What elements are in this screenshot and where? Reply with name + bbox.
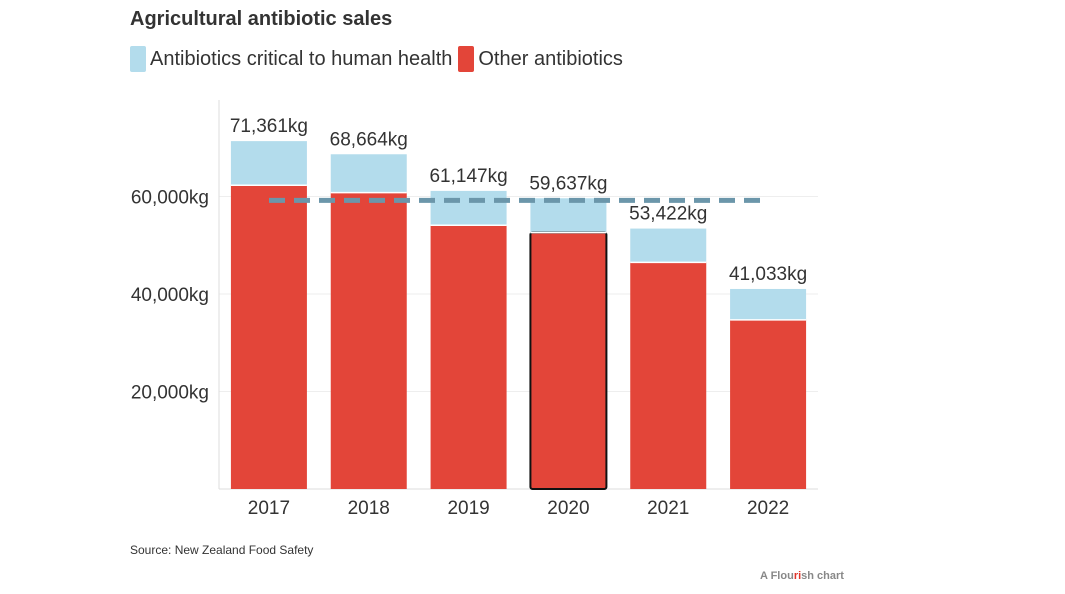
x-tick-label-2021: 2021 <box>647 498 689 519</box>
bar-other-2020 <box>529 231 608 490</box>
total-label-2022: 41,033kg <box>729 264 807 285</box>
y-tick-label: 40,000kg <box>131 285 209 306</box>
flourish-credit[interactable]: A Flourish chart <box>760 570 844 582</box>
bar-other-2021 <box>630 262 707 489</box>
x-tick-label-2018: 2018 <box>348 498 390 519</box>
legend-item-other[interactable]: Other antibiotics <box>458 46 623 72</box>
bar-critical-2017 <box>230 141 307 186</box>
total-label-2021: 53,422kg <box>629 204 707 225</box>
x-tick-label-2019: 2019 <box>447 498 489 519</box>
source-note: Source: New Zealand Food Safety <box>130 543 314 557</box>
brand-text-mark: ri <box>793 570 802 582</box>
bar-other-2018 <box>330 192 407 489</box>
bar-critical-2021 <box>630 228 707 263</box>
legend-label-other: Other antibiotics <box>478 47 623 70</box>
chart-title: Agricultural antibiotic sales <box>130 8 393 30</box>
legend-item-critical[interactable]: Antibiotics critical to human health <box>130 46 452 72</box>
total-label-2017: 71,361kg <box>230 116 308 137</box>
brand-text-end: sh chart <box>801 570 844 582</box>
legend: Antibiotics critical to human health Oth… <box>130 46 629 72</box>
total-label-2018: 68,664kg <box>330 129 408 150</box>
x-tick-label-2017: 2017 <box>248 498 290 519</box>
legend-swatch-other <box>458 46 475 72</box>
y-tick-label: 20,000kg <box>131 383 209 404</box>
y-tick-label: 60,000kg <box>131 188 209 209</box>
brand-text-start: A Flou <box>760 570 794 582</box>
bar-critical-2022 <box>730 288 807 320</box>
bar-critical-2020 <box>530 198 607 233</box>
bar-other-2019 <box>430 225 507 489</box>
x-tick-label-2020: 2020 <box>547 498 589 519</box>
total-label-2020: 59,637kg <box>529 173 607 194</box>
x-tick-label-2022: 2022 <box>747 498 789 519</box>
bar-critical-2018 <box>330 154 407 193</box>
bar-other-2017 <box>230 185 307 489</box>
bar-critical-2019 <box>430 190 507 226</box>
bar-other-2022 <box>730 319 807 489</box>
legend-swatch-critical <box>130 46 146 72</box>
total-label-2019: 61,147kg <box>429 166 507 187</box>
legend-label-critical: Antibiotics critical to human health <box>150 47 453 70</box>
